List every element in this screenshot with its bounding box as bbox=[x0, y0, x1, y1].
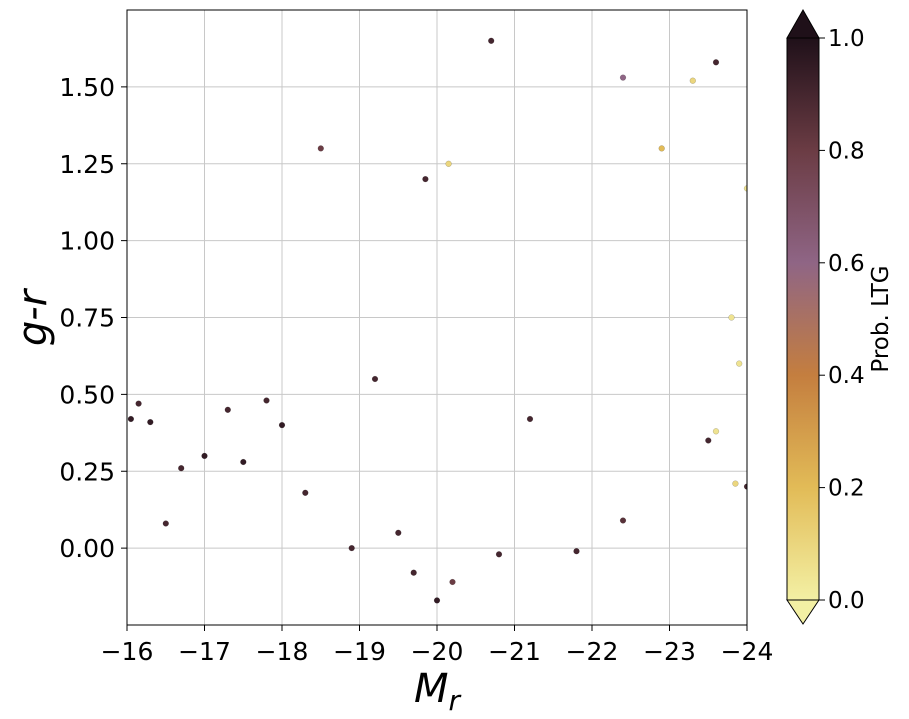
scatter-point bbox=[488, 37, 495, 44]
colorbar-label: Prob. LTG bbox=[868, 265, 894, 372]
scatter-point bbox=[135, 400, 142, 407]
y-tick-label: 0.75 bbox=[59, 304, 115, 333]
scatter-point bbox=[732, 480, 739, 487]
y-tick-label: 0.00 bbox=[59, 534, 115, 563]
scatter-point bbox=[449, 578, 456, 586]
scatter-point bbox=[658, 145, 665, 152]
scatter-point bbox=[689, 77, 696, 84]
x-tick-label: −16 bbox=[101, 637, 154, 666]
scatter-point bbox=[224, 406, 231, 413]
colorbar-tick-label: 0.6 bbox=[828, 251, 865, 277]
scatter-point bbox=[712, 59, 720, 66]
y-tick-label: 1.50 bbox=[59, 73, 115, 102]
colorbar-tick-label: 0.2 bbox=[828, 476, 865, 502]
scatter-point bbox=[736, 360, 743, 367]
scatter-point bbox=[201, 452, 208, 460]
scatter-point bbox=[178, 465, 185, 472]
scatter-point bbox=[705, 437, 712, 444]
scatter-point bbox=[422, 176, 429, 183]
x-tick-label: −21 bbox=[488, 637, 541, 666]
scatter-point bbox=[317, 145, 324, 152]
colorbar-gradient bbox=[786, 37, 820, 601]
x-tick-label: −18 bbox=[256, 637, 309, 666]
scatter-point bbox=[410, 569, 417, 576]
x-tick-label: −17 bbox=[178, 637, 231, 666]
colorbar-extend-top bbox=[786, 8, 820, 39]
colorbar: 0.0 0.2 0.4 0.6 0.8 1.0 Prob. LTG bbox=[786, 8, 894, 625]
y-tick-label: 1.00 bbox=[59, 227, 115, 256]
x-axis-label-subscript: r bbox=[449, 684, 462, 717]
y-axis-label: g-r bbox=[10, 287, 56, 346]
x-tick-label: −19 bbox=[333, 637, 386, 666]
scatter-point bbox=[147, 419, 154, 426]
scatter-point bbox=[728, 314, 735, 321]
scatter-point bbox=[371, 375, 379, 383]
scatter-point bbox=[348, 544, 355, 552]
x-tick-label: −22 bbox=[566, 637, 619, 666]
x-axis-label: Mr bbox=[414, 666, 462, 717]
x-axis-label-main: M bbox=[414, 666, 449, 712]
y-tick-label: 0.25 bbox=[59, 457, 115, 486]
colorbar-extend-bottom bbox=[786, 599, 820, 625]
scatter-point bbox=[278, 422, 286, 429]
colorbar-tick-label: 0.8 bbox=[828, 138, 865, 164]
scatter-point bbox=[573, 548, 580, 555]
x-tick-label: −20 bbox=[411, 637, 464, 666]
scatter-point bbox=[619, 74, 627, 81]
x-axis-ticks: −16 −17 −18 −19 −20 −21 −22 −23 −24 bbox=[101, 625, 774, 666]
scatter-point bbox=[526, 415, 534, 423]
scatter-point bbox=[619, 517, 627, 524]
scatter-point bbox=[445, 160, 452, 167]
grid-lines bbox=[126, 10, 748, 625]
scatter-point bbox=[433, 597, 441, 604]
scatter-point bbox=[162, 520, 169, 527]
scatter-point bbox=[240, 458, 247, 466]
colorbar-ticks: 0.0 0.2 0.4 0.6 0.8 1.0 bbox=[819, 26, 865, 614]
x-tick-label: −24 bbox=[721, 637, 774, 666]
colorbar-tick-label: 1.0 bbox=[828, 26, 865, 52]
scatter-point bbox=[395, 529, 402, 536]
y-tick-label: 1.25 bbox=[59, 150, 115, 179]
scatter-point bbox=[127, 415, 134, 423]
y-tick-label: 0.50 bbox=[59, 380, 115, 409]
scatter-point bbox=[263, 397, 270, 404]
colorbar-tick-label: 0.0 bbox=[828, 588, 865, 614]
y-axis-ticks: 0.00 0.25 0.50 0.75 1.00 1.25 1.50 bbox=[59, 73, 127, 563]
scatter-point bbox=[712, 428, 720, 435]
x-tick-label: −23 bbox=[643, 637, 696, 666]
scatter-points bbox=[127, 37, 747, 604]
scatter-point bbox=[495, 551, 503, 558]
scatter-point bbox=[302, 489, 309, 496]
colorbar-tick-label: 0.4 bbox=[828, 363, 865, 389]
